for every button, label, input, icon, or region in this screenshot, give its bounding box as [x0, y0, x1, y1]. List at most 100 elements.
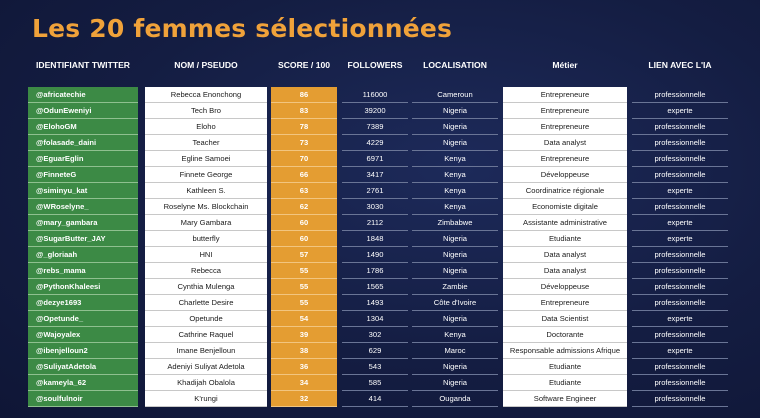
followers-cell: 629: [342, 343, 408, 359]
name-cell: Cynthia Mulenga: [145, 279, 267, 295]
ai-link-cell: experte: [632, 343, 728, 359]
location-cell: Nigeria: [412, 247, 498, 263]
ai-link-cell: experte: [632, 215, 728, 231]
name-cell: butterfly: [145, 231, 267, 247]
name-cell: Egline Samoei: [145, 151, 267, 167]
ai-link-cell: professionnelle: [632, 135, 728, 151]
handle-cell: @soulfulnoir: [28, 391, 138, 407]
job-cell: Data Scientist: [503, 311, 627, 327]
name-cell: Teacher: [145, 135, 267, 151]
handle-cell: @WRoselyne_: [28, 199, 138, 215]
ai-link-cell: experte: [632, 183, 728, 199]
ai-link-cell: experte: [632, 231, 728, 247]
followers-cell: 1565: [342, 279, 408, 295]
job-cell: Développeuse: [503, 167, 627, 183]
ai-link-cell: professionnelle: [632, 359, 728, 375]
score-cell: 55: [271, 295, 337, 311]
page-title: Les 20 femmes sélectionnées: [32, 14, 453, 43]
ai-link-cell: professionnelle: [632, 87, 728, 103]
handle-cell: @FinneteG: [28, 167, 138, 183]
name-cell: Charlette Desire: [145, 295, 267, 311]
handle-cell: @SugarButter_JAY: [28, 231, 138, 247]
followers-cell: 3030: [342, 199, 408, 215]
job-cell: Entrepreneure: [503, 295, 627, 311]
ai-link-cell: professionnelle: [632, 119, 728, 135]
name-cell: Tech Bro: [145, 103, 267, 119]
column-handle: @africatechie @OdunEweniyi @ElohoGM @folasa…: [28, 87, 138, 407]
score-cell: 70: [271, 151, 337, 167]
followers-cell: 585: [342, 375, 408, 391]
handle-cell: @_gloriaah: [28, 247, 138, 263]
handle-cell: @dezye1693: [28, 295, 138, 311]
ai-link-cell: professionnelle: [632, 327, 728, 343]
followers-cell: 1786: [342, 263, 408, 279]
name-cell: HNI: [145, 247, 267, 263]
location-cell: Maroc: [412, 343, 498, 359]
handle-cell: @EguarEglin: [28, 151, 138, 167]
name-cell: Kathleen S.: [145, 183, 267, 199]
location-cell: Nigeria: [412, 231, 498, 247]
job-cell: Data analyst: [503, 135, 627, 151]
score-cell: 55: [271, 263, 337, 279]
location-cell: Zambie: [412, 279, 498, 295]
ai-link-cell: professionnelle: [632, 247, 728, 263]
followers-cell: 302: [342, 327, 408, 343]
location-cell: Nigeria: [412, 359, 498, 375]
job-cell: Entrepreneure: [503, 103, 627, 119]
name-cell: Khadijah Obalola: [145, 375, 267, 391]
handle-cell: @PythonKhaleesi: [28, 279, 138, 295]
handle-cell: @OdunEweniyi: [28, 103, 138, 119]
followers-cell: 39200: [342, 103, 408, 119]
column-followers: 116000 39200 7389 4229 6971 3417 2761 3030 2112 1…: [342, 87, 408, 407]
location-cell: Cameroun: [412, 87, 498, 103]
handle-cell: @ElohoGM: [28, 119, 138, 135]
handle-cell: @Wajoyalex: [28, 327, 138, 343]
location-cell: Nigeria: [412, 135, 498, 151]
score-cell: 60: [271, 215, 337, 231]
location-cell: Zimbabwe: [412, 215, 498, 231]
name-cell: Rebecca: [145, 263, 267, 279]
job-cell: Software Engineer: [503, 391, 627, 407]
followers-cell: 1848: [342, 231, 408, 247]
name-cell: Cathrine Raquel: [145, 327, 267, 343]
location-cell: Nigeria: [412, 263, 498, 279]
score-cell: 32: [271, 391, 337, 407]
ai-link-cell: professionnelle: [632, 279, 728, 295]
followers-cell: 2761: [342, 183, 408, 199]
job-cell: Entrepreneure: [503, 87, 627, 103]
location-cell: Ouganda: [412, 391, 498, 407]
score-cell: 83: [271, 103, 337, 119]
score-cell: 38: [271, 343, 337, 359]
handle-cell: @mary_gambara: [28, 215, 138, 231]
job-cell: Développeuse: [503, 279, 627, 295]
job-cell: Doctorante: [503, 327, 627, 343]
followers-cell: 7389: [342, 119, 408, 135]
ai-link-cell: professionnelle: [632, 391, 728, 407]
location-cell: Kenya: [412, 151, 498, 167]
ai-link-cell: professionnelle: [632, 151, 728, 167]
handle-cell: @Opetunde_: [28, 311, 138, 327]
location-cell: Kenya: [412, 183, 498, 199]
name-cell: Adeniyi Suliyat Adetola: [145, 359, 267, 375]
followers-cell: 1304: [342, 311, 408, 327]
ai-link-cell: professionnelle: [632, 375, 728, 391]
job-cell: Etudiante: [503, 359, 627, 375]
job-cell: Assistante administrative: [503, 215, 627, 231]
score-cell: 73: [271, 135, 337, 151]
score-cell: 86: [271, 87, 337, 103]
ai-link-cell: experte: [632, 311, 728, 327]
name-cell: Imane Benjelloun: [145, 343, 267, 359]
name-cell: Opetunde: [145, 311, 267, 327]
score-cell: 62: [271, 199, 337, 215]
score-cell: 63: [271, 183, 337, 199]
ai-link-cell: professionnelle: [632, 295, 728, 311]
ai-link-cell: professionnelle: [632, 167, 728, 183]
name-cell: Rebecca Enonchong: [145, 87, 267, 103]
header-location: LOCALISATION: [423, 60, 487, 70]
header-job: Métier: [552, 60, 578, 70]
handle-cell: @ibenjelloun2: [28, 343, 138, 359]
header-followers: FOLLOWERS: [347, 60, 403, 70]
name-cell: Eloho: [145, 119, 267, 135]
followers-cell: 4229: [342, 135, 408, 151]
job-cell: Data analyst: [503, 247, 627, 263]
